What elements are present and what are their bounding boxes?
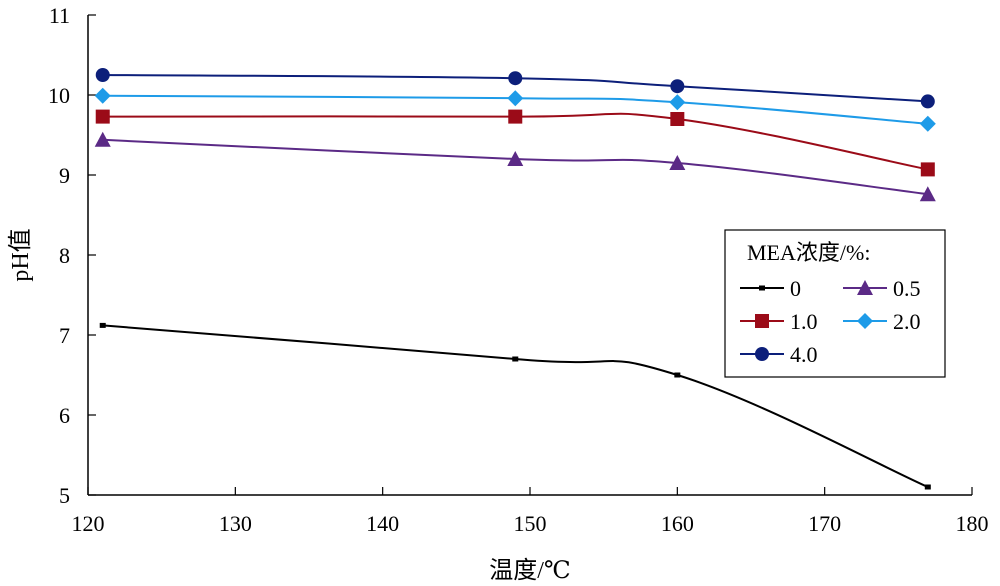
y-tick-label: 11 [49,3,70,28]
data-point-2.0 [94,87,111,104]
legend-label: 2.0 [893,309,921,334]
legend-marker [857,280,873,295]
data-point-0 [99,322,106,328]
legend-label: 0.5 [893,276,921,301]
series-line-4.0 [102,74,928,103]
data-point-4.0 [508,71,523,86]
y-tick-label: 5 [59,483,70,508]
data-point-1.0 [920,162,935,177]
data-point-0.5 [94,131,111,147]
data-point-2.0 [507,90,524,107]
data-point-0 [924,484,931,490]
series-line-0.5 [102,138,928,196]
series-0 [99,322,931,490]
legend-marker [857,313,873,329]
x-tick-label: 130 [219,511,252,536]
legend-label: 4.0 [790,342,818,367]
data-point-0.5 [669,155,686,170]
data-point-1.0 [670,112,685,126]
data-point-2.0 [919,115,936,132]
data-point-0 [674,372,681,378]
legend-marker [755,347,769,361]
y-tick-label: 9 [59,163,70,188]
series-4.0 [95,68,935,109]
x-tick-label: 150 [514,511,547,536]
series-line-0 [102,324,929,488]
legend-marker [755,314,769,328]
data-point-0.5 [507,151,524,166]
axes: 120 130 140 150 160 170 180 5 6 7 8 9 10 11 [48,3,989,536]
data-point-4.0 [670,79,685,94]
y-tick-label: 10 [48,83,70,108]
data-point-1.0 [95,109,110,124]
series-layer [94,68,936,490]
x-tick-label: 140 [366,511,399,536]
y-tick-label: 8 [59,243,70,268]
legend-label: 0 [790,276,801,301]
x-tick-label: 180 [956,511,989,536]
y-tick-label: 6 [59,403,70,428]
data-point-4.0 [95,68,110,82]
y-tick-label: 7 [59,323,70,348]
legend-marker [759,285,765,291]
data-point-4.0 [920,94,935,109]
x-axis-title: 温度/℃ [489,557,571,584]
series-line-1.0 [102,112,928,171]
x-tick-label: 170 [808,511,841,536]
legend-item-1.0: 1.0 [740,309,818,334]
data-point-1.0 [508,109,523,124]
legend-item-0: 0 [740,276,801,301]
legend-label: 1.0 [790,309,818,334]
data-point-2.0 [669,94,686,111]
x-tick-label: 120 [72,511,105,536]
data-point-0.5 [919,186,936,202]
series-2.0 [94,87,936,132]
series-0.5 [94,131,936,202]
data-point-0 [512,356,519,362]
legend-item-4.0: 4.0 [740,342,818,367]
legend: MEA浓度/%: 0 0.5 1.0 2.0 4.0 [724,229,946,378]
legend-title: MEA浓度/%: [747,240,870,265]
series-line-2.0 [102,94,928,125]
series-1.0 [95,109,935,177]
y-axis-title: pH值 [7,228,34,281]
x-tick-label: 160 [661,511,694,536]
legend-item-2.0: 2.0 [843,309,921,334]
legend-item-0.5: 0.5 [843,276,921,301]
